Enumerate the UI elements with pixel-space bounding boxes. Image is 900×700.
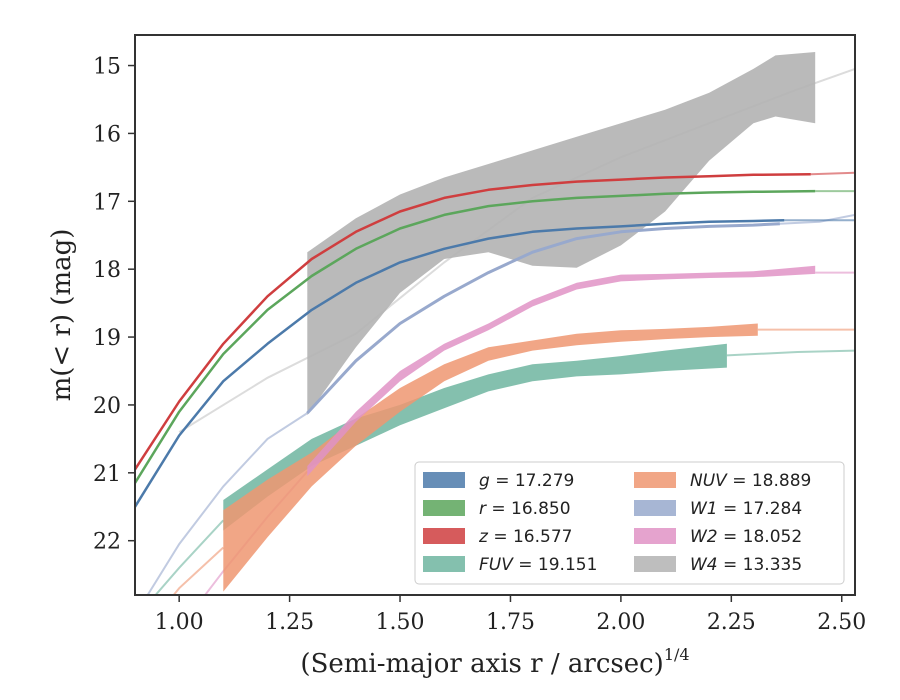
- legend-box: [414, 461, 845, 585]
- series-band-w4: [307, 52, 816, 416]
- series-band-w2: [307, 265, 816, 477]
- legend-swatch-nuv: [634, 472, 676, 488]
- lines: [135, 172, 816, 508]
- legend-label-r: r = 16.850: [479, 499, 571, 519]
- x-axis-label: (Semi-major axis r / arcsec)1/4: [300, 645, 689, 679]
- legend-label-z: z = 16.577: [478, 527, 572, 547]
- legend-label-nuv: NUV = 18.889: [690, 471, 811, 491]
- y-tick-label: 19: [93, 326, 121, 351]
- legend-label-w1: W1 = 17.284: [690, 499, 802, 519]
- y-tick-label: 22: [93, 530, 121, 555]
- x-axis-ticks: 1.00 1.25 1.50 1.75 2.00 2.25 2.50: [155, 595, 866, 635]
- extension-line: [810, 171, 855, 176]
- legend-label-fuv: FUV = 19.151: [479, 555, 597, 575]
- series-band-fuv: [223, 343, 727, 531]
- legend: g = 17.279 r = 16.850 z = 16.577 FUV = 19.1…: [414, 461, 845, 585]
- x-tick-label: 2.25: [707, 610, 756, 635]
- legend-label-g: g = 17.279: [479, 471, 574, 491]
- x-tick-label: 1.00: [155, 610, 204, 635]
- extension-line: [726, 349, 855, 357]
- extension-line: [779, 213, 855, 225]
- series-line-r: [135, 189, 816, 484]
- legend-swatch-z: [423, 528, 465, 544]
- series-line-z: [135, 172, 811, 471]
- x-tick-label: 2.50: [817, 610, 866, 635]
- extension-line: [146, 412, 308, 595]
- legend-label-w2: W2 = 18.052: [690, 527, 802, 547]
- extension-line: [172, 546, 224, 595]
- y-axis-ticks: 15 16 17 18 19 20 21 22: [93, 55, 135, 555]
- series-line-w1: [306, 222, 780, 415]
- legend-swatch-r: [423, 500, 465, 516]
- legend-swatch-w2: [634, 528, 676, 544]
- legend-label-w4: W4 = 13.335: [690, 555, 802, 575]
- plot-frame: [134, 34, 856, 596]
- y-tick-label: 15: [93, 55, 121, 80]
- x-tick-label: 1.25: [265, 610, 314, 635]
- y-tick-label: 21: [93, 462, 121, 487]
- y-tick-label: 18: [93, 258, 121, 283]
- series-line-g: [135, 219, 785, 508]
- legend-swatch-fuv: [423, 556, 465, 572]
- y-tick-label: 16: [93, 122, 121, 147]
- y-axis-label: m(< r) (mag): [47, 229, 77, 402]
- x-tick-label: 1.50: [376, 610, 425, 635]
- legend-swatch-g: [423, 472, 465, 488]
- legend-swatch-w4: [634, 556, 676, 572]
- y-tick-label: 17: [93, 190, 121, 215]
- extension-line: [154, 519, 225, 595]
- y-tick-label: 20: [93, 394, 121, 419]
- x-tick-label: 1.75: [486, 610, 535, 635]
- series-band-nuv: [223, 323, 758, 592]
- legend-swatch-w1: [634, 500, 676, 516]
- legend-entries: g = 17.279 r = 16.850 z = 16.577 FUV = 19.1…: [423, 471, 811, 575]
- bands: [223, 52, 816, 592]
- x-tick-label: 2.00: [596, 610, 645, 635]
